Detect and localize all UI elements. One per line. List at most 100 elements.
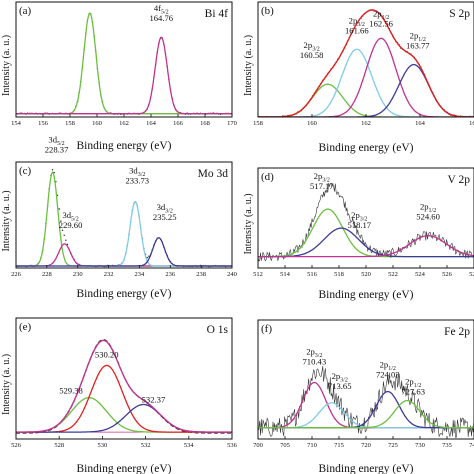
- x-tick-label: 164: [415, 120, 426, 127]
- x-tick-label: 520: [361, 271, 371, 278]
- panel-fe-2p: 700 705 710 715 720 725 730 735 740 Binding energ…: [253, 319, 474, 474]
- raw-point: [51, 169, 54, 171]
- peak-529.38: [16, 396, 232, 433]
- x-tick-label: 160: [307, 120, 317, 127]
- element-label: Bi 4f: [205, 8, 228, 20]
- peak-energy-label: 532.37: [142, 395, 166, 405]
- peak-energy-label: 517.17: [310, 181, 334, 191]
- x-tick-label: 236: [165, 271, 176, 278]
- x-tick-label: 164: [146, 120, 157, 127]
- y-axis-label: Intensity (a. u.): [243, 35, 254, 96]
- x-tick-label: 238: [196, 271, 206, 278]
- x-tick-label: 162: [361, 120, 371, 127]
- panel-tag: (c): [19, 165, 32, 177]
- x-tick-label: 530: [98, 442, 108, 449]
- peak-518.17: [258, 227, 474, 258]
- x-tick-label: 234: [135, 271, 146, 278]
- peak-energy-label: 710.43: [303, 356, 327, 366]
- peak-energy-label: 724.03: [376, 370, 400, 380]
- x-tick-label: 526: [442, 271, 453, 278]
- x-axis-label: Binding energy (eV): [77, 288, 172, 300]
- x-axis-label: Binding energy (eV): [319, 142, 414, 154]
- axes-frame: [15, 161, 233, 269]
- x-tick-label: 228: [42, 271, 52, 278]
- raw-point: [148, 255, 150, 257]
- raw-point: [63, 234, 65, 236]
- peak-energy-label: 524.60: [416, 212, 440, 222]
- peak-energy-label: 529.38: [59, 386, 83, 396]
- panel-mo-3d: 226 228 230 232 234 236 238 240 Binding energy (…: [1, 134, 237, 300]
- x-tick-label: 160: [92, 120, 102, 127]
- peak-energy-label: 530.20: [95, 349, 119, 359]
- x-tick-label: 522: [388, 271, 398, 278]
- raw-point: [58, 208, 60, 210]
- x-tick-label: 534: [184, 442, 195, 449]
- peak-233.73: [16, 201, 232, 267]
- x-tick-label: 158: [65, 120, 75, 127]
- panel-tag: (a): [19, 5, 32, 17]
- y-axis-label: Intensity (a. u.): [1, 35, 12, 96]
- fit-envelope: [16, 339, 232, 433]
- x-tick-label: 230: [73, 271, 83, 278]
- peak-energy-label: 160.58: [300, 50, 324, 60]
- element-label: V 2p: [448, 174, 471, 186]
- x-tick-label: 528: [54, 442, 64, 449]
- peak-energy-label: 233.73: [125, 176, 149, 186]
- x-tick-label: 715: [334, 442, 344, 449]
- x-tick-label: 518: [334, 271, 344, 278]
- panel-tag: (b): [261, 5, 274, 17]
- x-tick-label: 166: [173, 120, 184, 127]
- axes-frame: [15, 317, 233, 440]
- peak-235.25: [16, 237, 232, 267]
- x-tick-label: 514: [280, 271, 291, 278]
- x-tick-label: 710: [307, 442, 317, 449]
- x-axis-label: Binding energy (eV): [319, 289, 414, 301]
- x-axis-label: Binding energy (eV): [77, 140, 172, 152]
- peak-713.65: [258, 402, 474, 429]
- panel-tag: (f): [261, 323, 272, 335]
- x-tick-label: 730: [415, 442, 425, 449]
- plot-area: [258, 182, 474, 262]
- panel-tag: (d): [261, 171, 274, 183]
- panel-tag: (e): [19, 321, 32, 333]
- y-axis-label: Intensity (a. u.): [1, 354, 12, 415]
- x-tick-label: 226: [11, 271, 22, 278]
- peak-164.76: [16, 36, 232, 115]
- fit-envelope: [258, 9, 474, 117]
- raw-spectrum: [16, 339, 232, 434]
- x-tick-label: 158: [253, 120, 263, 127]
- element-label: Fe 2p: [444, 326, 470, 338]
- peak-energy-label: 235.25: [153, 212, 177, 222]
- raw-spectrum-points: [16, 169, 232, 268]
- plot-area: [16, 339, 232, 434]
- element-label: Mo 3d: [198, 168, 229, 180]
- x-tick-label: 532: [141, 442, 151, 449]
- x-tick-label: 524: [415, 271, 426, 278]
- x-tick-label: 526: [11, 442, 22, 449]
- raw-point: [65, 239, 67, 241]
- panel-v-2p: 512 514 516 518 520 522 524 526 528 Binding energ…: [243, 167, 474, 301]
- y-axis-label: Intensity (a. u.): [243, 193, 254, 254]
- x-tick-label: 725: [388, 442, 398, 449]
- x-tick-label: 740: [469, 442, 474, 449]
- element-label: O 1s: [207, 324, 229, 336]
- plot-area: [16, 169, 232, 268]
- peak-energy-label: 162.56: [369, 18, 393, 28]
- x-tick-label: 166: [469, 120, 474, 127]
- panel-o-1s: 526 528 530 532 534 536 Binding energy (eV) Int…: [1, 317, 238, 474]
- peak-energy-label: 228.37: [45, 144, 69, 154]
- peak-energy-label: 229.60: [59, 220, 83, 230]
- plot-area: [16, 12, 232, 116]
- peak-524.60: [258, 235, 474, 258]
- peak-163.77: [258, 63, 474, 117]
- peak-160.58: [258, 83, 474, 117]
- x-tick-label: 240: [227, 271, 237, 278]
- x-axis-label: Binding energy (eV): [77, 463, 172, 474]
- peak-228.37: [16, 171, 232, 267]
- raw-spectrum-points: [16, 13, 232, 116]
- x-tick-label: 735: [442, 442, 452, 449]
- peak-161.66: [258, 48, 474, 117]
- peak-229.60: [16, 243, 232, 267]
- raw-spectrum: [258, 182, 474, 262]
